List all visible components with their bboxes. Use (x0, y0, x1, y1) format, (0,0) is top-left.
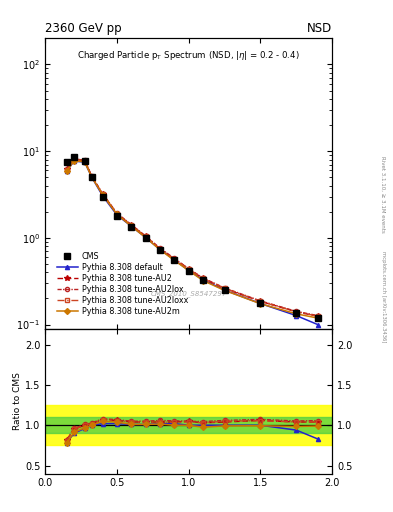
Text: CMS_2010_S8547297: CMS_2010_S8547297 (151, 290, 227, 297)
Text: Charged Particle $\mathregular{p_T}$ Spectrum (NSD, $|\eta|$ = 0.2 - 0.4): Charged Particle $\mathregular{p_T}$ Spe… (77, 49, 300, 61)
Legend: CMS, Pythia 8.308 default, Pythia 8.308 tune-AU2, Pythia 8.308 tune-AU2lox, Pyth: CMS, Pythia 8.308 default, Pythia 8.308 … (55, 250, 190, 318)
Text: mcplots.cern.ch [arXiv:1306.3436]: mcplots.cern.ch [arXiv:1306.3436] (381, 251, 386, 343)
Y-axis label: Ratio to CMS: Ratio to CMS (13, 372, 22, 430)
Text: 2360 GeV pp: 2360 GeV pp (45, 22, 122, 34)
Bar (45, 417, 332, 433)
Bar (45, 405, 332, 445)
Text: Rivet 3.1.10, ≥ 3.1M events: Rivet 3.1.10, ≥ 3.1M events (381, 156, 386, 233)
Text: NSD: NSD (307, 22, 332, 34)
